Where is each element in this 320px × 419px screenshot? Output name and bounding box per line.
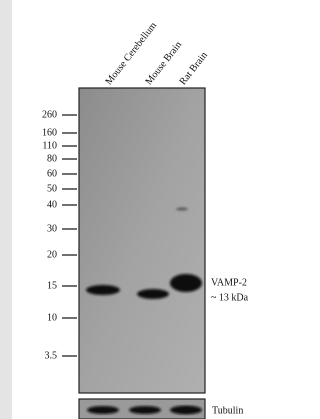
marker-label: 260 xyxy=(42,109,57,120)
marker-label: 10 xyxy=(47,312,57,323)
marker-label: 3.5 xyxy=(45,350,58,361)
tubulin-band xyxy=(170,406,202,415)
marker-label: 40 xyxy=(47,199,57,210)
marker-label: 60 xyxy=(47,168,57,179)
lane-label: Rat Brain xyxy=(178,50,210,87)
marker-label: 80 xyxy=(47,153,57,164)
band-name: VAMP-2 xyxy=(211,277,247,288)
left-margin xyxy=(0,0,12,419)
marker-label: 30 xyxy=(47,223,57,234)
band-size: ~ 13 kDa xyxy=(211,292,249,303)
faint-band xyxy=(176,208,188,211)
tubulin-band xyxy=(87,406,119,414)
blot-figure: VAMP-2 ~ 13 kDa Tubulin 260 160 110 80 60 50 4… xyxy=(0,0,264,419)
marker-label: 110 xyxy=(42,140,57,151)
band-lane-2 xyxy=(137,289,169,299)
band-lane-1 xyxy=(86,285,120,295)
loading-control-label: Tubulin xyxy=(212,405,243,416)
marker-label: 160 xyxy=(42,127,57,138)
blot-membrane xyxy=(79,88,205,393)
tubulin-band xyxy=(129,406,161,414)
marker-label: 15 xyxy=(47,280,57,291)
marker-label: 50 xyxy=(47,183,57,194)
band-lane-3 xyxy=(170,274,202,292)
tubulin-bands xyxy=(87,406,202,415)
marker-label: 20 xyxy=(47,249,57,260)
